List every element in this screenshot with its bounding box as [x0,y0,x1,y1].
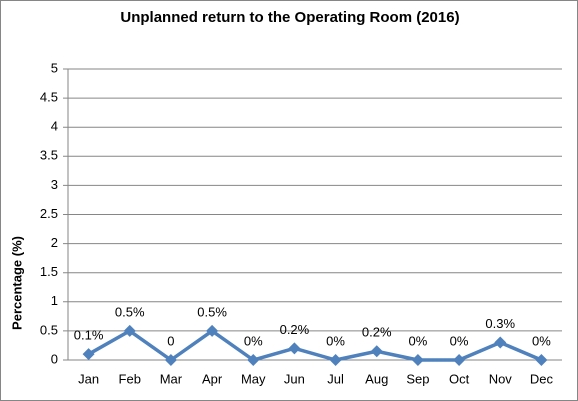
y-axis-label: Percentage (%) [9,236,24,330]
y-tick-label: 2.5 [40,206,58,221]
x-tick-label: Dec [530,371,554,386]
data-label: 0.5% [197,304,227,319]
marker [123,324,136,337]
y-tick-label: 4.5 [40,90,58,105]
x-tick-label: Feb [119,371,141,386]
data-label: 0% [532,333,551,348]
line [87,329,543,362]
x-tick-label: Jun [284,371,305,386]
x-tick-label: Oct [449,371,470,386]
chart-title: Unplanned return to the Operating Room (… [120,9,459,26]
x-tick-label: Apr [202,371,223,386]
y-tick-label: 5 [51,60,58,75]
y-tick-label: 4 [51,119,58,134]
data-label: 0% [450,333,469,348]
x-tick-label: May [241,371,266,386]
marker [411,354,424,366]
marker [164,354,177,366]
x-tick-label: Jul [327,371,344,386]
data-label: 0.2% [280,322,310,337]
marker [206,324,219,337]
marker [247,354,260,366]
marker [370,345,383,358]
y-tick-label: 1 [51,293,58,308]
data-label: 0.1% [74,328,104,343]
x-tick-label: Sep [406,371,429,386]
data-label: 0.2% [362,325,392,340]
data-label: 0% [326,333,345,348]
data-label: 0.5% [115,304,145,319]
x-tick-label: Aug [365,371,388,386]
marker [288,342,301,355]
x-tick-label: Nov [489,371,513,386]
y-tick-label: 2 [51,235,58,250]
y-tick-label: 0 [51,351,58,366]
data-label: 0% [244,333,263,348]
marker [329,354,342,366]
marker [82,348,95,361]
y-tick-label: 3.5 [40,148,58,163]
marker [453,354,466,366]
marker [535,354,548,366]
data-label: 0 [167,333,174,348]
y-tick-label: 0.5 [40,322,58,337]
x-tick-label: Mar [160,371,183,386]
x-tick-label: Jan [78,371,99,386]
data-label: 0% [409,333,428,348]
data-label: 0.3% [485,316,515,331]
marker [494,336,507,349]
y-tick-label: 3 [51,177,58,192]
y-tick-label: 1.5 [40,264,58,279]
